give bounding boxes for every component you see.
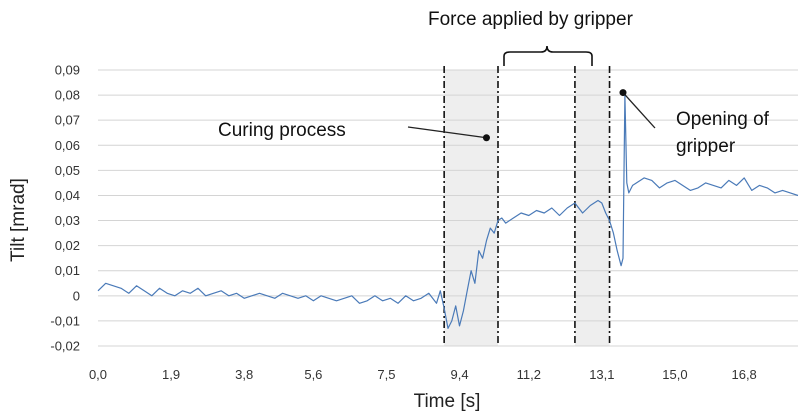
x-axis-title: Time [s] [414, 391, 481, 412]
opening-pointer-line [622, 92, 656, 129]
y-tick-label: 0,07 [55, 113, 80, 128]
y-tick-label: 0 [73, 288, 80, 303]
annotation-opening-line2: gripper [676, 136, 736, 157]
annotation-opening-line1: Opening of [676, 109, 770, 130]
event-lines [443, 66, 611, 346]
shaded-regions [444, 70, 610, 346]
x-tick-label: 15,0 [662, 367, 687, 382]
x-tick-label: 7,5 [377, 367, 395, 382]
opening-pointer-dot [619, 89, 627, 97]
curing-pointer-line [407, 126, 487, 139]
y-tick-label: 0,05 [55, 163, 80, 178]
x-tick-label: 0,0 [89, 367, 107, 382]
gridlines [98, 69, 798, 347]
y-tick-label: 0,06 [55, 138, 80, 153]
y-tick-label: 0,08 [55, 88, 80, 103]
y-tick-labels: -0,02 -0,01 0 0,01 0,02 0,03 0,04 0,05 0,06 0,07 0… [50, 63, 80, 354]
y-tick-label: 0,09 [55, 63, 80, 78]
x-tick-label: 5,6 [304, 367, 322, 382]
x-tick-label: 3,8 [235, 367, 253, 382]
x-tick-label: 13,1 [589, 367, 614, 382]
y-tick-label: 0,02 [55, 238, 80, 253]
x-tick-labels: 0,0 1,9 3,8 5,6 7,5 9,4 11,2 13,1 15,0 16,8 [89, 367, 757, 382]
x-tick-label: 1,9 [162, 367, 180, 382]
curing-pointer-dot [482, 134, 490, 142]
x-tick-label: 9,4 [450, 367, 468, 382]
x-tick-label: 11,2 [517, 367, 541, 382]
x-tick-label: 16,8 [731, 367, 756, 382]
y-tick-label: 0,04 [55, 188, 80, 203]
y-axis-title: Tilt [mrad] [8, 178, 29, 262]
y-tick-label: -0,02 [50, 339, 80, 354]
tilt-series-line [97, 94, 799, 329]
y-tick-label: 0,03 [55, 213, 80, 228]
force-bracket [503, 45, 593, 66]
y-tick-label: -0,01 [50, 313, 80, 328]
annotation-force-applied: Force applied by gripper [428, 9, 634, 30]
shaded-region-1 [444, 70, 498, 346]
annotation-curing-process: Curing process [218, 120, 346, 141]
y-tick-label: 0,01 [55, 263, 80, 278]
